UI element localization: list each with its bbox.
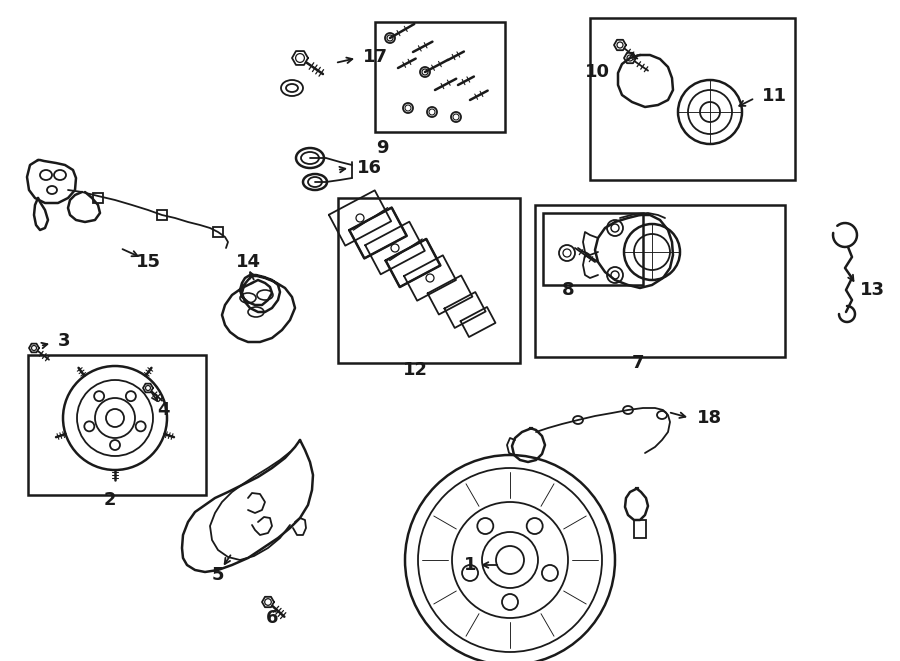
Bar [590,18,795,180]
Text: 5: 5 [212,566,224,584]
Text: 8: 8 [562,281,574,299]
Text: 9: 9 [376,139,388,157]
Bar [157,210,167,220]
Text: 10: 10 [584,63,609,81]
Text: 11: 11 [762,87,787,105]
Text: 12: 12 [402,361,428,379]
Text: 3: 3 [58,332,70,350]
Bar [375,22,505,132]
Text: 13: 13 [860,281,885,299]
Text: 7: 7 [632,354,644,372]
Bar [93,193,103,203]
Bar [543,213,643,285]
Bar [338,198,520,363]
Text: 14: 14 [236,253,260,271]
Text: 2: 2 [104,491,116,509]
Bar [535,205,785,357]
Text: 15: 15 [136,253,160,271]
Bar [28,355,206,495]
Text: 4: 4 [157,401,169,419]
Text: 18: 18 [697,409,722,427]
Text: 16: 16 [357,159,382,177]
Bar [213,227,223,237]
Text: 6: 6 [266,609,278,627]
Text: 1: 1 [464,556,476,574]
Text: 17: 17 [363,48,388,66]
Bar [634,520,646,538]
